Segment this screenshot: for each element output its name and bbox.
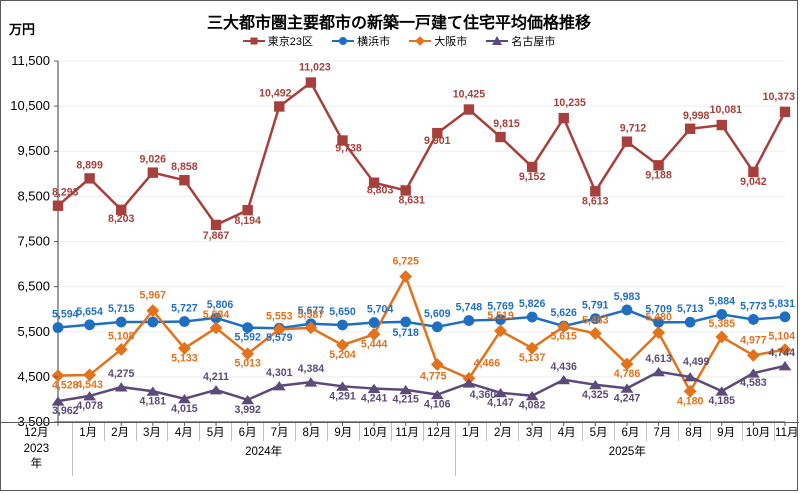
svg-text:5,626: 5,626 (550, 307, 577, 319)
svg-text:4,499: 4,499 (683, 356, 710, 368)
svg-text:8,203: 8,203 (108, 213, 135, 225)
svg-text:5,500: 5,500 (17, 324, 50, 339)
svg-text:5,444: 5,444 (361, 338, 388, 350)
svg-text:4,301: 4,301 (266, 367, 293, 379)
svg-text:9,042: 9,042 (740, 176, 767, 188)
svg-text:4,786: 4,786 (614, 368, 641, 380)
svg-text:9,901: 9,901 (424, 135, 451, 147)
svg-text:4,181: 4,181 (140, 395, 167, 407)
svg-text:5,137: 5,137 (519, 352, 546, 364)
svg-text:5,773: 5,773 (740, 300, 767, 312)
svg-text:5,727: 5,727 (171, 303, 198, 315)
svg-text:4,180: 4,180 (677, 395, 704, 407)
svg-text:5,519: 5,519 (487, 310, 514, 322)
svg-text:5,704: 5,704 (367, 304, 394, 316)
svg-text:4,384: 4,384 (298, 363, 325, 375)
svg-text:5,983: 5,983 (614, 291, 641, 303)
svg-text:4,466: 4,466 (474, 357, 501, 369)
svg-text:5,204: 5,204 (329, 349, 356, 361)
svg-text:9,998: 9,998 (683, 110, 710, 122)
svg-text:9,026: 9,026 (140, 154, 167, 166)
svg-text:4,211: 4,211 (203, 371, 229, 383)
svg-text:8,293: 8,293 (52, 187, 79, 199)
svg-text:5,553: 5,553 (266, 310, 293, 322)
svg-text:7,500: 7,500 (17, 234, 50, 249)
svg-text:8,194: 8,194 (234, 215, 261, 227)
svg-text:9,188: 9,188 (645, 169, 672, 181)
svg-text:5,748: 5,748 (456, 302, 483, 314)
svg-text:5,718: 5,718 (392, 327, 419, 339)
svg-text:4,106: 4,106 (424, 399, 451, 411)
svg-text:5,615: 5,615 (550, 331, 577, 343)
svg-text:9,500: 9,500 (17, 143, 50, 158)
svg-text:10,492: 10,492 (259, 88, 292, 100)
svg-text:5,133: 5,133 (171, 352, 198, 364)
svg-text:4,275: 4,275 (108, 368, 135, 380)
svg-text:8,500: 8,500 (17, 188, 50, 203)
svg-text:4,215: 4,215 (392, 394, 419, 406)
svg-text:5,713: 5,713 (677, 303, 704, 315)
svg-text:4,744: 4,744 (768, 347, 795, 359)
svg-text:5,831: 5,831 (768, 298, 795, 310)
svg-text:4,247: 4,247 (614, 392, 641, 404)
svg-text:4,082: 4,082 (519, 400, 546, 412)
svg-text:3,992: 3,992 (234, 404, 261, 416)
svg-text:4,078: 4,078 (76, 400, 103, 412)
svg-text:9,815: 9,815 (493, 118, 520, 130)
svg-text:10,500: 10,500 (10, 98, 50, 113)
svg-text:4,528: 4,528 (52, 380, 79, 392)
svg-text:8,803: 8,803 (367, 185, 394, 197)
svg-text:5,579: 5,579 (266, 332, 293, 344)
svg-text:5,884: 5,884 (709, 295, 736, 307)
svg-text:4,147: 4,147 (487, 397, 514, 409)
svg-text:10,081: 10,081 (710, 104, 743, 116)
svg-text:4,543: 4,543 (76, 379, 103, 391)
svg-text:4,977: 4,977 (740, 334, 767, 346)
svg-text:8,899: 8,899 (76, 159, 103, 171)
svg-text:4,500: 4,500 (17, 369, 50, 384)
svg-text:5,650: 5,650 (329, 306, 356, 318)
svg-text:4,775: 4,775 (420, 371, 447, 383)
svg-text:6,500: 6,500 (17, 279, 50, 294)
svg-text:5,480: 5,480 (645, 312, 672, 324)
svg-text:5,592: 5,592 (234, 332, 261, 344)
svg-text:10,235: 10,235 (553, 97, 586, 109)
svg-text:8,858: 8,858 (171, 161, 198, 173)
svg-text:5,385: 5,385 (709, 318, 736, 330)
svg-text:5,463: 5,463 (582, 314, 609, 326)
svg-text:5,967: 5,967 (140, 290, 167, 302)
svg-text:9,712: 9,712 (620, 123, 647, 135)
svg-text:5,013: 5,013 (234, 358, 261, 370)
svg-text:4,291: 4,291 (329, 390, 356, 402)
svg-text:5,609: 5,609 (424, 308, 451, 320)
svg-text:5,654: 5,654 (76, 306, 103, 318)
svg-text:5,715: 5,715 (108, 303, 135, 315)
svg-text:4,583: 4,583 (740, 377, 767, 389)
svg-text:6,725: 6,725 (392, 256, 419, 268)
svg-text:4,325: 4,325 (582, 389, 609, 401)
svg-text:5,108: 5,108 (108, 330, 135, 342)
svg-text:5,826: 5,826 (519, 298, 546, 310)
svg-text:7,867: 7,867 (203, 230, 230, 242)
svg-text:8,613: 8,613 (582, 195, 609, 207)
svg-text:8,631: 8,631 (398, 195, 425, 207)
svg-text:4,015: 4,015 (171, 403, 198, 415)
svg-text:5,791: 5,791 (582, 300, 609, 312)
svg-text:4,436: 4,436 (550, 361, 577, 373)
svg-text:10,373: 10,373 (763, 91, 796, 103)
svg-text:3,962: 3,962 (52, 405, 79, 417)
svg-text:4,613: 4,613 (645, 353, 672, 365)
svg-text:11,500: 11,500 (11, 53, 50, 68)
svg-text:5,594: 5,594 (52, 309, 79, 321)
svg-text:4,185: 4,185 (709, 395, 736, 407)
svg-text:5,587: 5,587 (298, 309, 325, 321)
svg-text:10,425: 10,425 (453, 89, 486, 101)
svg-text:5,584: 5,584 (203, 309, 230, 321)
svg-text:5,104: 5,104 (768, 331, 795, 343)
svg-text:4,241: 4,241 (361, 393, 388, 405)
svg-text:11,023: 11,023 (299, 62, 331, 74)
svg-text:9,152: 9,152 (519, 171, 546, 183)
svg-text:9,738: 9,738 (335, 143, 362, 155)
